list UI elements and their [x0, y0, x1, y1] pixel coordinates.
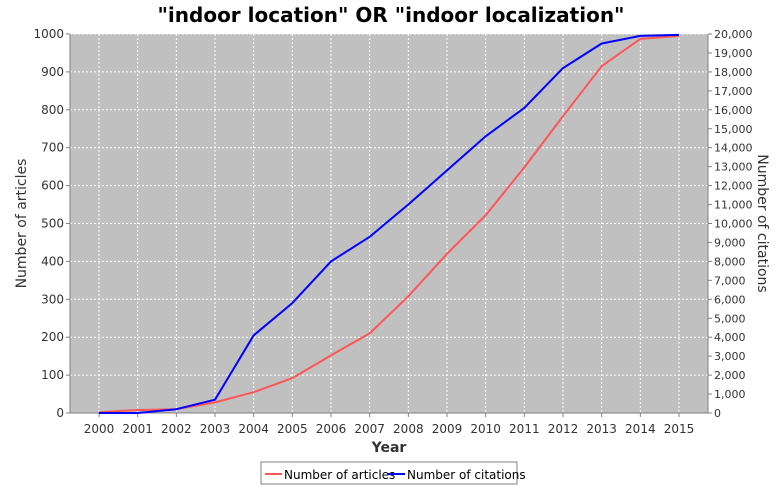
- x-tick-label: 2004: [238, 422, 269, 436]
- plot-area: [70, 34, 708, 413]
- y2-tick-label: 5,000: [714, 312, 746, 325]
- x-tick-label: 2013: [586, 422, 617, 436]
- y2-tick-label: 11,000: [714, 199, 753, 212]
- y-tick-label: 0: [56, 406, 64, 420]
- y2-tick-label: 18,000: [714, 66, 753, 79]
- y-tick-label: 300: [41, 292, 64, 306]
- y2-tick-label: 8,000: [714, 255, 746, 268]
- series-lines: [98, 33, 680, 414]
- y2-tick-label: 16,000: [714, 104, 753, 117]
- y2-tick-label: 0: [714, 407, 721, 420]
- y2-tick-label: 10,000: [714, 218, 753, 231]
- y2-tick-label: 15,000: [714, 123, 753, 136]
- y-tick-label: 800: [41, 103, 64, 117]
- y2-tick-label: 20,000: [714, 28, 753, 41]
- chart-title: "indoor location" OR "indoor localizatio…: [158, 3, 625, 27]
- x-tick-label: 2010: [470, 422, 501, 436]
- y2-tick-label: 12,000: [714, 180, 753, 193]
- legend-label-articles: Number of articles: [284, 468, 395, 482]
- y-tick-label: 500: [41, 217, 64, 231]
- x-tick-label: 2011: [509, 422, 540, 436]
- legend-label-citations: Number of citations: [407, 468, 526, 482]
- y2-tick-label: 9,000: [714, 236, 746, 249]
- legend: Number of articles Number of citations: [260, 461, 526, 485]
- x-tick-label: 2005: [277, 422, 308, 436]
- x-tick-label: 2009: [432, 422, 463, 436]
- x-tick-label: 2014: [625, 422, 656, 436]
- y-tick-label: 200: [41, 330, 64, 344]
- x-tick-label: 2003: [200, 422, 231, 436]
- y2-tick-label: 1,000: [714, 388, 746, 401]
- x-tick-label: 2000: [84, 422, 115, 436]
- y2-tick-label: 7,000: [714, 274, 746, 287]
- x-tick-label: 2002: [161, 422, 192, 436]
- y-tick-label: 600: [41, 179, 64, 193]
- y-tick-label: 1000: [33, 27, 64, 41]
- x-tick-label: 2008: [393, 422, 424, 436]
- x-axis-label: Year: [371, 440, 407, 456]
- series-line-articles: [98, 34, 680, 414]
- x-tick-label: 2001: [122, 422, 153, 436]
- x-tick-label: 2006: [316, 422, 347, 436]
- y2-tick-label: 3,000: [714, 350, 746, 363]
- y2-tick-label: 17,000: [714, 85, 753, 98]
- x-axis: 2000 2001 2002 2003 2004 2005 2006 2007 2008 2009…: [70, 412, 708, 436]
- x-tick-label: 2015: [664, 422, 695, 436]
- series-line-citations: [99, 33, 680, 414]
- y2-tick-label: 14,000: [714, 142, 753, 155]
- left-axis: 0 100 200 300 400 500 600 700 800 900 1000: [33, 27, 71, 420]
- y2-tick-label: 2,000: [714, 369, 746, 382]
- right-axis: 0 1,000 2,000 3,000 4,000 5,000 6,000 7,000 8,00…: [707, 28, 753, 420]
- y-tick-label: 400: [41, 254, 64, 268]
- y-tick-label: 900: [41, 65, 64, 79]
- y-axis-label: Number of articles: [14, 159, 30, 289]
- y2-axis-label: Number of citations: [754, 154, 770, 292]
- y2-tick-label: 4,000: [714, 331, 746, 344]
- y-tick-label: 700: [41, 141, 64, 155]
- y2-tick-label: 6,000: [714, 293, 746, 306]
- y2-tick-label: 13,000: [714, 161, 753, 174]
- x-tick-label: 2007: [354, 422, 385, 436]
- grid-lines: [70, 33, 708, 414]
- y-tick-label: 100: [41, 368, 64, 382]
- y2-tick-label: 19,000: [714, 47, 753, 60]
- x-tick-label: 2012: [548, 422, 579, 436]
